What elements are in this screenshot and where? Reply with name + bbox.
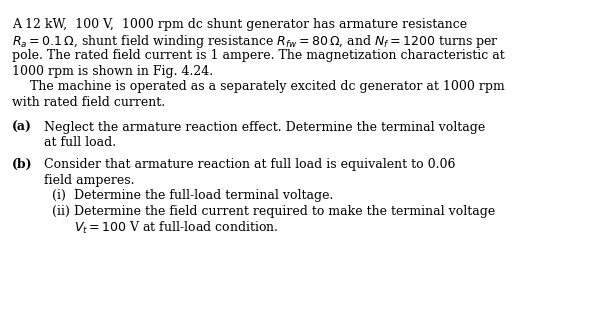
Text: field amperes.: field amperes.: [44, 173, 135, 187]
Text: Consider that armature reaction at full load is equivalent to 0.06: Consider that armature reaction at full …: [44, 158, 455, 171]
Text: at full load.: at full load.: [44, 136, 116, 149]
Text: Determine the full-load terminal voltage.: Determine the full-load terminal voltage…: [74, 189, 333, 202]
Text: 1000 rpm is shown in Fig. 4.24.: 1000 rpm is shown in Fig. 4.24.: [12, 64, 213, 77]
Text: A 12 kW,  100 V,  1000 rpm dc shunt generator has armature resistance: A 12 kW, 100 V, 1000 rpm dc shunt genera…: [12, 18, 467, 31]
Text: $R_a = 0.1\,\Omega$, shunt field winding resistance $R_{fw} = 80\,\Omega$, and $: $R_a = 0.1\,\Omega$, shunt field winding…: [12, 33, 499, 51]
Text: (ii): (ii): [52, 204, 70, 217]
Text: (b): (b): [12, 158, 33, 171]
Text: $V_t = 100$ V at full-load condition.: $V_t = 100$ V at full-load condition.: [74, 220, 279, 236]
Text: pole. The rated field current is 1 ampere. The magnetization characteristic at: pole. The rated field current is 1 amper…: [12, 49, 505, 62]
Text: Determine the field current required to make the terminal voltage: Determine the field current required to …: [74, 204, 495, 217]
Text: (i): (i): [52, 189, 66, 202]
Text: The machine is operated as a separately excited dc generator at 1000 rpm: The machine is operated as a separately …: [30, 80, 505, 93]
Text: (a): (a): [12, 121, 32, 134]
Text: with rated field current.: with rated field current.: [12, 96, 165, 109]
Text: Neglect the armature reaction effect. Determine the terminal voltage: Neglect the armature reaction effect. De…: [44, 121, 485, 134]
